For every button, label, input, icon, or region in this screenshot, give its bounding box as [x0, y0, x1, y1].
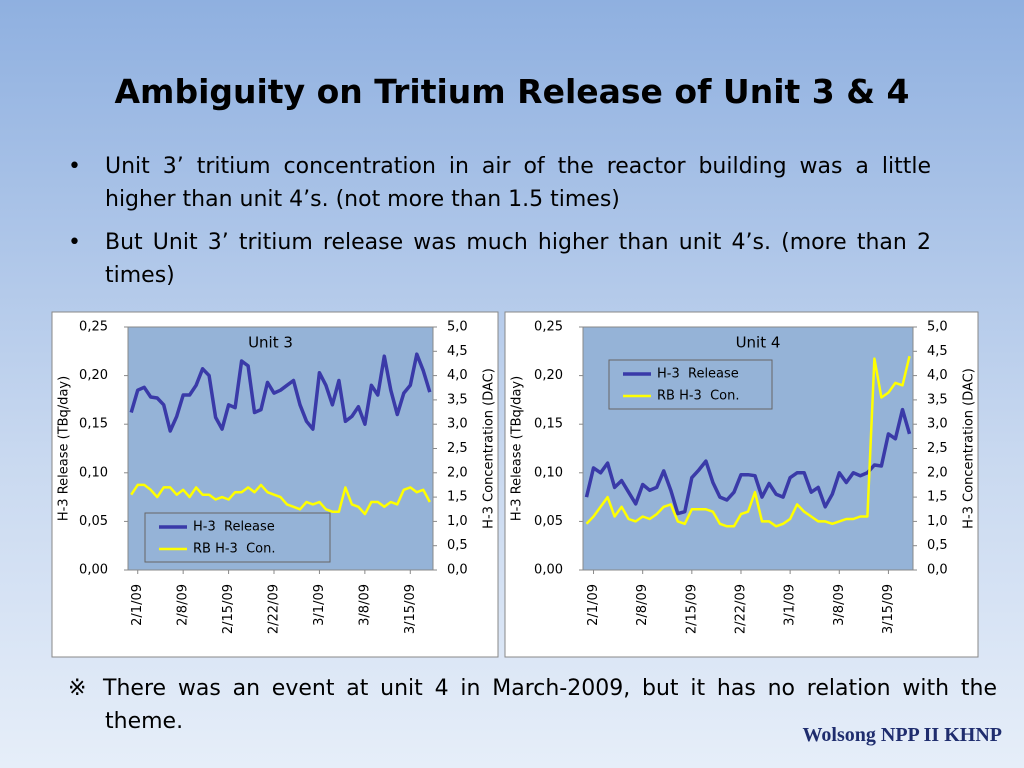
series-line: [584, 407, 912, 516]
y2-tick-label: 0,0: [447, 563, 468, 578]
y2-tick-label: 0,5: [927, 538, 948, 553]
footnote: ※ There was an event at unit 4 in March-…: [68, 676, 997, 734]
y2-tick-label: 3,0: [447, 417, 468, 432]
x-tick-label: 2/1/09: [586, 584, 601, 626]
x-tick-label: 2/15/09: [221, 584, 236, 634]
y2-tick-label: 3,5: [927, 392, 948, 407]
y2-tick-label: 1,0: [927, 514, 948, 529]
y-axis-label: H-3 Release (TBq/day): [57, 376, 72, 521]
slide-title: Ambiguity on Tritium Release of Unit 3 &…: [114, 72, 910, 111]
x-tick-label: 3/8/09: [357, 584, 372, 626]
y2-tick-label: 2,0: [447, 465, 468, 480]
legend-label: RB H-3 Con.: [193, 542, 276, 557]
y2-tick-label: 1,5: [447, 490, 468, 505]
x-tick-label: 2/8/09: [635, 584, 650, 626]
legend-label: RB H-3 Con.: [657, 389, 740, 404]
legend-box: [144, 512, 331, 563]
series-line: [129, 352, 432, 433]
y2-tick-label: 5,0: [447, 320, 468, 335]
x-tick-label: 3/1/09: [783, 584, 798, 626]
x-tick-label: 2/22/09: [267, 584, 282, 634]
x-tick-label: 2/15/09: [684, 584, 699, 634]
y-tick-label: 0,20: [534, 368, 563, 383]
x-tick-label: 3/15/09: [881, 584, 896, 634]
y2-tick-label: 2,0: [927, 465, 948, 480]
y2-tick-label: 4,0: [927, 368, 948, 383]
y-tick-label: 0,25: [79, 320, 108, 335]
y2-tick-label: 2,5: [927, 441, 948, 456]
chart-title: Unit 4: [736, 334, 781, 352]
x-tick-label: 2/22/09: [733, 584, 748, 634]
y-tick-label: 0,05: [79, 514, 108, 529]
y2-tick-label: 1,0: [447, 514, 468, 529]
bullet: Unit 3’ tritium concentration in air of …: [68, 150, 931, 216]
series-line: [585, 355, 911, 528]
legend-label: H-3 Release: [657, 367, 739, 382]
legend-label: H-3 Release: [193, 520, 275, 535]
y-tick-label: 0,10: [79, 465, 108, 480]
x-tick-label: 3/1/09: [312, 584, 327, 626]
series-line: [130, 483, 431, 516]
y-tick-label: 0,15: [534, 417, 563, 432]
y-tick-label: 0,00: [79, 563, 108, 578]
y2-tick-label: 0,0: [927, 563, 948, 578]
y-tick-label: 0,05: [534, 514, 563, 529]
legend-box: [608, 359, 773, 410]
footer: Wolsong NPP II KHNP: [802, 724, 1002, 746]
x-tick-label: 2/1/09: [130, 584, 145, 626]
y-tick-label: 0,15: [79, 417, 108, 432]
y2-tick-label: 1,5: [927, 490, 948, 505]
y-tick-label: 0,10: [534, 465, 563, 480]
y2-tick-label: 4,5: [447, 344, 468, 359]
y-axis-label: H-3 Release (TBq/day): [510, 376, 525, 521]
chart-title: Unit 3: [248, 334, 293, 352]
y2-tick-label: 0,5: [447, 538, 468, 553]
y-tick-label: 0,20: [79, 368, 108, 383]
y2-tick-label: 3,0: [927, 417, 948, 432]
y2-tick-label: 3,5: [447, 392, 468, 407]
y2-tick-label: 4,5: [927, 344, 948, 359]
x-tick-label: 3/15/09: [403, 584, 418, 634]
y-tick-label: 0,00: [534, 563, 563, 578]
x-tick-label: 3/8/09: [832, 584, 847, 626]
y2-tick-label: 2,5: [447, 441, 468, 456]
x-tick-label: 2/8/09: [176, 584, 191, 626]
y2-axis-label: H-3 Concentration (DAC): [962, 368, 977, 529]
y2-axis-label: H-3 Concentration (DAC): [482, 368, 497, 529]
bullet: But Unit 3’ tritium release was much hig…: [68, 226, 931, 292]
y2-tick-label: 5,0: [927, 320, 948, 335]
y-tick-label: 0,25: [534, 320, 563, 335]
y2-tick-label: 4,0: [447, 368, 468, 383]
